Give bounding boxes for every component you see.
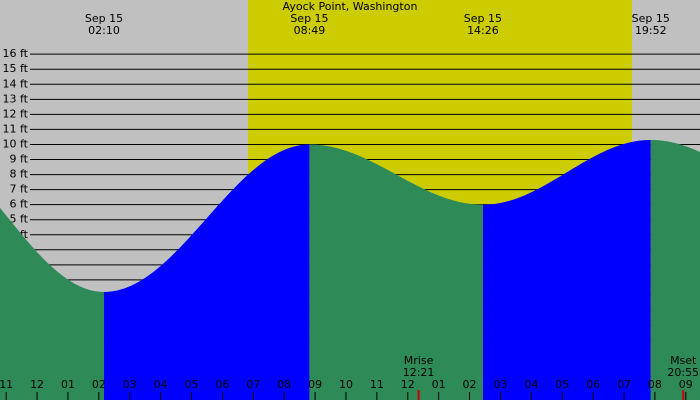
y-tick-label: 16 ft [3, 47, 29, 60]
x-tick-label: 12 [401, 378, 415, 391]
x-tick-label: 06 [586, 378, 600, 391]
tide-area [309, 144, 483, 400]
x-tick-label: 04 [524, 378, 538, 391]
y-tick-label: 10 ft [3, 137, 29, 150]
y-tick-label: 7 ft [10, 183, 29, 196]
x-tick-label: 07 [617, 378, 631, 391]
tide-time: 19:52 [635, 24, 667, 37]
chart-title: Ayock Point, Washington [283, 0, 418, 13]
x-tick-label: 09 [679, 378, 693, 391]
tide-date: Sep 15 [290, 12, 328, 25]
x-tick-label: 11 [0, 378, 13, 391]
x-tick-label: 02 [92, 378, 106, 391]
x-tick-label: 08 [277, 378, 291, 391]
x-tick-label: 01 [432, 378, 446, 391]
x-tick-label: 08 [648, 378, 662, 391]
y-tick-label: 11 ft [3, 122, 29, 135]
x-tick-label: 01 [61, 378, 75, 391]
tide-date: Sep 15 [85, 12, 123, 25]
x-tick-label: 03 [493, 378, 507, 391]
tide-area [482, 139, 651, 401]
x-tick-label: 04 [154, 378, 168, 391]
y-tick-label: 15 ft [3, 62, 29, 75]
x-tick-label: 12 [30, 378, 44, 391]
moon-label: Mrise [404, 354, 434, 367]
x-tick-label: 05 [555, 378, 569, 391]
moon-label: Mset [670, 354, 697, 367]
x-tick-label: 07 [246, 378, 260, 391]
tide-time: 08:49 [294, 24, 326, 37]
x-tick-label: 02 [463, 378, 477, 391]
tide-time: 14:26 [467, 24, 499, 37]
tide-area [650, 139, 700, 401]
tide-time: 02:10 [88, 24, 120, 37]
y-tick-label: 12 ft [3, 107, 29, 120]
tide-area [0, 207, 105, 400]
tide-date: Sep 15 [632, 12, 670, 25]
y-tick-label: 8 ft [10, 168, 29, 181]
y-tick-label: 5 ft [10, 213, 29, 226]
x-tick-label: 09 [308, 378, 322, 391]
tide-date: Sep 15 [464, 12, 502, 25]
x-tick-label: 03 [123, 378, 137, 391]
y-tick-label: 14 ft [3, 77, 29, 90]
moon-time: 12:21 [403, 366, 435, 379]
x-tick-label: 11 [370, 378, 384, 391]
y-tick-label: 13 ft [3, 92, 29, 105]
moon-time: 20:55 [667, 366, 699, 379]
x-tick-label: 10 [339, 378, 353, 391]
y-tick-label: 9 ft [10, 153, 29, 166]
x-tick-label: 05 [185, 378, 199, 391]
tide-area [104, 144, 310, 400]
x-tick-label: 06 [215, 378, 229, 391]
y-tick-label: 6 ft [10, 198, 29, 211]
